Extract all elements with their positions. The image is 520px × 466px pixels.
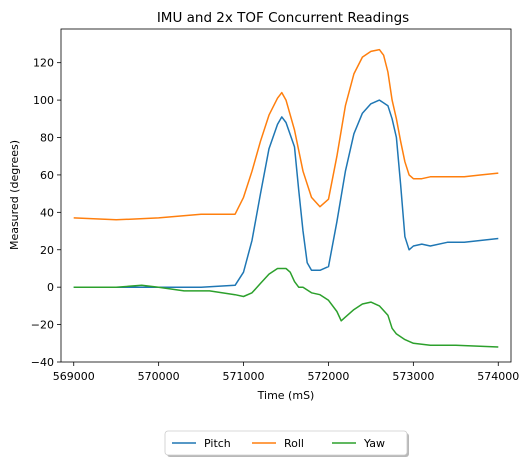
y-tick-label: −20 [31, 319, 54, 332]
x-tick-label: 570000 [138, 370, 180, 383]
x-tick-label: 569000 [53, 370, 95, 383]
series-line-pitch [73, 99, 499, 288]
x-axis: 569000 570000 571000 572000 573000 574000 [53, 362, 519, 383]
plot-area: 569000 570000 571000 572000 573000 574000 −40… [31, 28, 519, 383]
chart-title: IMU and 2x TOF Concurrent Readings [157, 10, 409, 26]
legend-label-roll: Roll [284, 437, 304, 450]
y-tick-label: 120 [33, 57, 54, 70]
y-tick-label: 40 [40, 206, 54, 219]
y-axis: −40 −20 0 20 40 60 80 100 120 [31, 57, 61, 369]
x-tick-label: 573000 [392, 370, 434, 383]
legend-label-pitch: Pitch [204, 437, 231, 450]
y-tick-label: 80 [40, 132, 54, 145]
legend-items: Pitch Roll Yaw [172, 437, 385, 450]
series-layer [73, 48, 499, 348]
y-tick-label: 60 [40, 169, 54, 182]
series-line-yaw [73, 267, 499, 348]
x-axis-label: Time (mS) [257, 389, 315, 402]
series-line-roll [73, 48, 499, 221]
legend-box [164, 430, 408, 456]
x-tick-label: 571000 [223, 370, 265, 383]
x-tick-label: 572000 [307, 370, 349, 383]
plot-frame [60, 28, 512, 363]
y-tick-label: −40 [31, 356, 54, 369]
legend-label-yaw: Yaw [363, 437, 385, 450]
y-tick-label: 0 [47, 281, 54, 294]
legend: Pitch Roll Yaw [164, 430, 409, 457]
y-axis-label: Measured (degrees) [8, 140, 21, 250]
x-tick-label: 574000 [477, 370, 519, 383]
y-tick-label: 100 [33, 94, 54, 107]
y-tick-label: 20 [40, 244, 54, 257]
